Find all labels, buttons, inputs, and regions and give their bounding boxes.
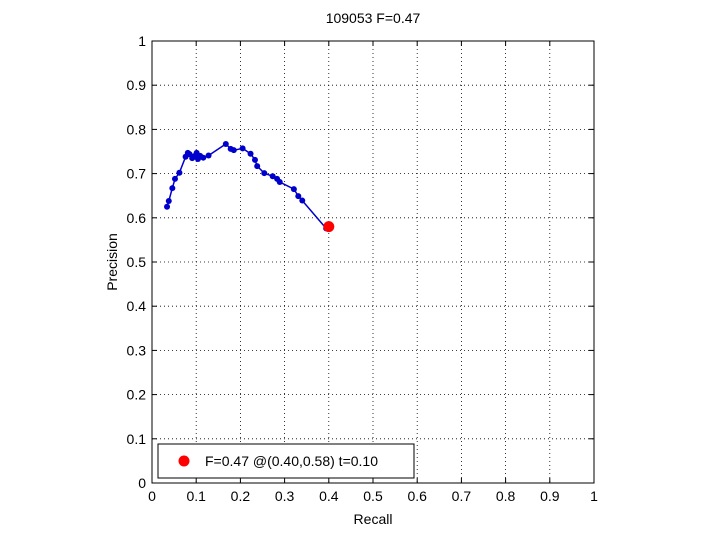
legend-marker: [178, 455, 190, 467]
y-tick-labels: 0 0.1 0.2 0.3 0.4 0.5 0.6 0.7 0.8 0.9 1: [127, 33, 147, 491]
legend: F=0.47 @(0.40,0.58) t=0.10: [157, 443, 415, 479]
data-point: [239, 145, 246, 152]
x-tick-label: 0.7: [452, 488, 472, 504]
data-point: [176, 169, 183, 176]
y-tick-label: 0.7: [127, 166, 147, 182]
data-point: [205, 152, 212, 159]
x-tick-label: 0.1: [186, 488, 206, 504]
series-layer: [164, 140, 330, 232]
legend-box: [157, 443, 415, 479]
data-point: [247, 150, 254, 157]
x-tick-label: 0.4: [319, 488, 339, 504]
data-point: [165, 198, 172, 205]
y-axis-label: Precision: [104, 233, 120, 291]
data-point: [261, 170, 268, 177]
y-tick-label: 0.9: [127, 77, 147, 93]
x-tick-label: 0.8: [496, 488, 516, 504]
x-tick-label: 0.6: [407, 488, 427, 504]
x-tick-label: 0.9: [540, 488, 560, 504]
chart-title: 109053 F=0.47: [326, 10, 421, 26]
y-tick-label: 0.6: [127, 210, 147, 226]
y-tick-label: 0.1: [127, 431, 147, 447]
y-tick-label: 0.5: [127, 254, 147, 270]
x-tick-label: 0: [148, 488, 156, 504]
axes: [151, 40, 595, 484]
legend-label: F=0.47 @(0.40,0.58) t=0.10: [205, 453, 378, 469]
data-point: [200, 154, 207, 161]
x-tick-label: 0.3: [275, 488, 295, 504]
data-point: [171, 175, 178, 182]
x-tick-label: 1: [590, 488, 598, 504]
data-point: [251, 156, 258, 163]
x-axis-label: Recall: [354, 511, 393, 527]
data-point: [164, 203, 171, 210]
best-point-layer: [323, 221, 335, 233]
y-tick-label: 0.4: [127, 298, 147, 314]
data-point: [254, 163, 261, 170]
y-tick-label: 0: [138, 475, 146, 491]
data-point: [299, 197, 306, 204]
x-tick-label: 0.2: [231, 488, 251, 504]
y-tick-label: 0.8: [127, 121, 147, 137]
x-tick-labels: 0 0.1 0.2 0.3 0.4 0.5 0.6 0.7 0.8 0.9 1: [148, 488, 598, 504]
data-point: [230, 147, 237, 154]
grid: [152, 41, 594, 483]
data-point: [295, 193, 302, 200]
x-tick-label: 0.5: [363, 488, 383, 504]
data-point: [222, 140, 229, 147]
best-f-point: [323, 221, 335, 233]
y-tick-label: 0.2: [127, 387, 147, 403]
data-point: [169, 185, 176, 192]
data-point: [276, 178, 283, 185]
data-point: [269, 173, 276, 180]
y-tick-label: 0.3: [127, 342, 147, 358]
data-point: [290, 186, 297, 193]
y-tick-label: 1: [138, 33, 146, 49]
